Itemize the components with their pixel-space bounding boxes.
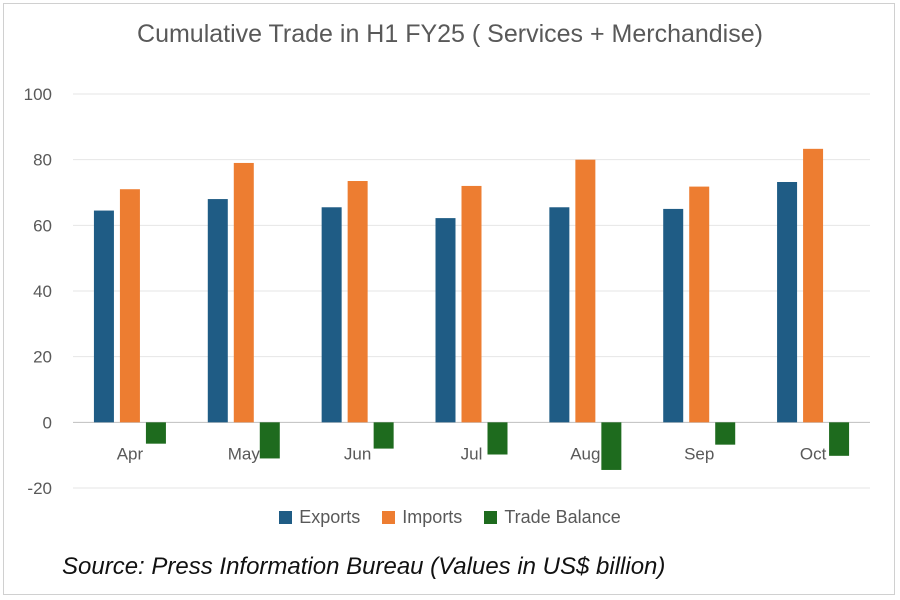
bar-exports-sep [663,208,684,423]
legend-item-imports: Imports [382,507,462,528]
x-category-label: Oct [800,444,827,463]
legend-item-exports: Exports [279,507,360,528]
y-tick-label: 0 [43,413,52,432]
bar-exports-jun [321,207,342,423]
bar-trade-balance-oct [829,422,850,456]
chart-title: Cumulative Trade in H1 FY25 ( Services +… [137,20,763,48]
y-tick-label: -20 [27,479,52,498]
bar-imports-may [233,162,254,423]
bar-exports-oct [777,181,798,423]
bar-imports-oct [803,148,824,423]
y-tick-label: 60 [33,216,52,235]
legend: Exports Imports Trade Balance [0,507,900,528]
chart-frame [3,3,895,595]
bars [93,148,850,470]
bar-exports-jul [435,218,456,423]
y-tick-label: 40 [33,282,52,301]
bar-trade-balance-jun [373,422,394,449]
x-category-label: Aug [570,444,600,463]
legend-label-trade-balance: Trade Balance [504,507,621,527]
bar-imports-jul [461,185,482,423]
bar-exports-aug [549,207,570,423]
x-category-label: May [228,444,261,463]
x-category-label: Jul [461,444,483,463]
bar-imports-sep [689,186,710,423]
legend-swatch-exports [279,511,293,524]
x-axis-categories: Apr May Jun Jul Aug Sep Oct [117,444,827,463]
bar-imports-aug [575,159,596,423]
legend-item-trade-balance: Trade Balance [484,507,621,528]
bar-trade-balance-may [259,422,280,459]
y-tick-label: 100 [24,85,52,104]
bar-trade-balance-sep [715,422,736,445]
legend-swatch-imports [382,511,396,524]
legend-label-imports: Imports [402,507,463,527]
bar-imports-jun [347,181,368,423]
x-category-label: Apr [117,444,144,463]
bar-exports-apr [93,210,114,423]
x-category-label: Jun [344,444,371,463]
y-tick-label: 20 [33,348,52,367]
bar-trade-balance-aug [601,422,622,470]
bar-trade-balance-jul [487,422,508,455]
y-axis-ticks: -20 0 20 40 60 80 100 [24,85,52,498]
source-note: Source: Press Information Bureau (Values… [62,553,666,580]
legend-swatch-trade-balance [484,511,498,524]
bar-imports-apr [119,189,140,423]
x-category-label: Sep [684,444,714,463]
legend-label-exports: Exports [299,507,361,527]
y-tick-label: 80 [33,151,52,170]
bar-exports-may [207,199,228,423]
bar-trade-balance-apr [145,422,166,444]
